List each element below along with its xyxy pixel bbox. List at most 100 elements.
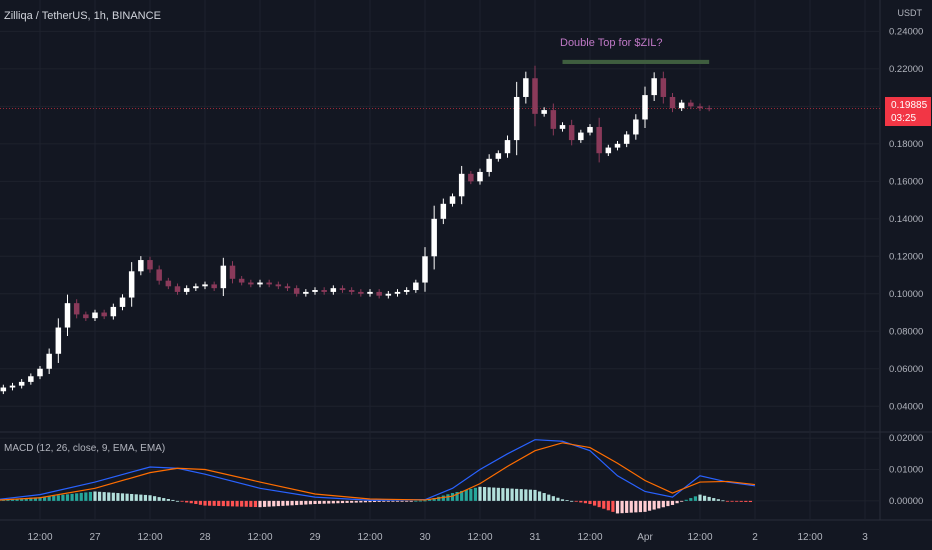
macd-histogram-bar bbox=[354, 500, 358, 503]
y-tick-label: 0.14000 bbox=[889, 214, 923, 225]
candle-body bbox=[101, 312, 107, 317]
candle-body bbox=[330, 288, 337, 292]
macd-histogram-bar bbox=[134, 494, 138, 501]
macd-histogram-bar bbox=[565, 500, 569, 501]
macd-histogram-bar bbox=[253, 500, 258, 508]
x-tick-label: 29 bbox=[309, 532, 321, 543]
macd-histogram-bar bbox=[226, 500, 230, 507]
macd-histogram-bar bbox=[157, 497, 161, 501]
macd-histogram-bar bbox=[432, 498, 436, 501]
macd-histogram-bar bbox=[592, 500, 597, 506]
macd-histogram-bar bbox=[611, 500, 615, 512]
macd-histogram-bar bbox=[52, 495, 56, 501]
macd-histogram-bar bbox=[249, 500, 253, 507]
macd-histogram-bar bbox=[235, 500, 239, 507]
y-tick-label: 0.24000 bbox=[889, 26, 923, 37]
macd-histogram-bar bbox=[405, 500, 409, 502]
candle-body bbox=[46, 353, 52, 369]
macd-histogram-bar bbox=[542, 493, 546, 501]
candle-body bbox=[119, 297, 126, 307]
candle-body bbox=[477, 171, 483, 182]
candle-body bbox=[651, 78, 657, 96]
candle-body bbox=[348, 290, 355, 292]
x-tick-label: 12:00 bbox=[687, 532, 712, 543]
macd-histogram-bar bbox=[336, 500, 340, 504]
macd-histogram-bar bbox=[634, 500, 638, 513]
macd-histogram-bar bbox=[327, 500, 331, 504]
x-tick-label: 12:00 bbox=[247, 532, 272, 543]
candle-body bbox=[660, 78, 667, 97]
macd-histogram-bar bbox=[116, 493, 120, 501]
macd-line bbox=[0, 439, 756, 501]
bar-countdown: 03:25 bbox=[891, 113, 917, 124]
candle-body bbox=[275, 284, 282, 287]
macd-histogram-bar bbox=[93, 491, 97, 501]
macd-histogram-bar bbox=[15, 498, 19, 501]
y-tick-label: 0.22000 bbox=[889, 64, 923, 75]
macd-histogram-bar bbox=[276, 500, 280, 507]
macd-histogram-bar bbox=[707, 496, 711, 501]
candle-body bbox=[431, 218, 437, 257]
candle-body bbox=[183, 288, 190, 292]
macd-histogram-bar bbox=[418, 500, 423, 502]
x-tick-label: 12:00 bbox=[357, 532, 382, 543]
macd-histogram-bar bbox=[693, 496, 698, 501]
macd-histogram-bar bbox=[207, 500, 212, 506]
annotation-text: Double Top for $ZIL? bbox=[560, 37, 663, 49]
candles bbox=[0, 59, 712, 395]
macd-histogram-bar bbox=[473, 487, 478, 501]
macd-histogram-bar bbox=[42, 496, 47, 501]
macd-histogram-bar bbox=[299, 500, 303, 505]
macd-histogram-bar bbox=[735, 500, 739, 502]
macd-histogram-bar bbox=[79, 492, 83, 501]
macd-histogram-bar bbox=[331, 500, 335, 504]
macd-histogram-bar bbox=[111, 492, 115, 501]
macd-histogram-bar bbox=[88, 491, 93, 501]
candle-body bbox=[18, 381, 25, 386]
x-tick-label: 30 bbox=[419, 532, 431, 543]
macd-histogram-bar bbox=[194, 500, 198, 505]
macd-histogram-bar bbox=[61, 494, 65, 501]
macd-histogram-bar bbox=[65, 494, 70, 501]
macd-histogram-bar bbox=[620, 500, 624, 514]
x-tick-label: 12:00 bbox=[467, 532, 492, 543]
macd-histogram-bar bbox=[629, 500, 633, 513]
candle-body bbox=[211, 284, 217, 289]
currency-label: USDT bbox=[897, 8, 923, 18]
macd-histogram-bar bbox=[391, 500, 395, 502]
candle-body bbox=[28, 376, 34, 382]
x-tick-label: Apr bbox=[637, 532, 653, 543]
macd-histogram-bar bbox=[487, 487, 491, 501]
macd-histogram-bar bbox=[262, 500, 267, 507]
candle-body bbox=[165, 280, 172, 287]
macd-histogram-bar bbox=[547, 494, 551, 501]
macd-histogram-bar bbox=[702, 495, 707, 501]
candle-body bbox=[37, 368, 43, 377]
macd-histogram-bar bbox=[643, 500, 647, 512]
candle-body bbox=[138, 260, 144, 272]
grid-lines bbox=[0, 0, 932, 521]
x-tick-label: 31 bbox=[529, 532, 541, 543]
macd-histogram-bar bbox=[295, 500, 299, 506]
macd-histogram-bar bbox=[47, 496, 51, 501]
macd-histogram-bar bbox=[464, 489, 468, 501]
macd-histogram-bar bbox=[217, 500, 221, 506]
candle-body bbox=[220, 265, 227, 289]
candle-body bbox=[413, 282, 419, 291]
candle-body bbox=[110, 306, 117, 317]
macd-histogram-bar bbox=[359, 500, 363, 503]
x-tick-label: 12:00 bbox=[577, 532, 602, 543]
macd-histogram-bar bbox=[240, 500, 244, 507]
macd-histogram-bar bbox=[739, 500, 743, 502]
macd-histogram-bar bbox=[460, 490, 464, 501]
macd-histogram-bar bbox=[675, 500, 679, 504]
candle-body bbox=[394, 291, 401, 294]
candle-body bbox=[623, 134, 630, 144]
candle-body bbox=[156, 269, 162, 281]
macd-histogram-bar bbox=[10, 499, 15, 501]
candle-body bbox=[128, 271, 135, 298]
y-tick-label: 0.06000 bbox=[889, 364, 923, 375]
macd-histogram-bar bbox=[33, 497, 38, 501]
macd-histogram-bar bbox=[666, 500, 670, 507]
